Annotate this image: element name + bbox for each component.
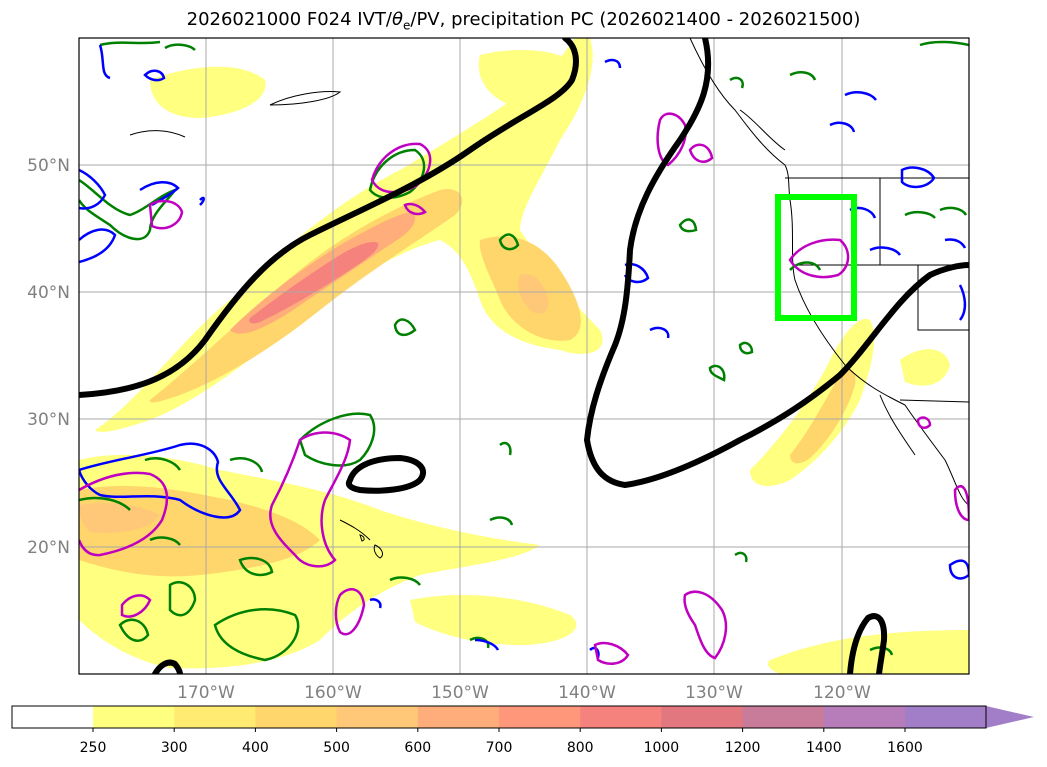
colorbar-cell (823, 706, 906, 728)
map-title: 2026021000 F024 IVT/θe/PV, precipitation… (186, 9, 861, 33)
colorbar-label: 700 (486, 740, 513, 756)
colorbar: 250 300 400 500 600 700 800 1000 1200 1400 1600 (11, 705, 1034, 756)
ivt-shading (79, 38, 969, 674)
colorbar-label: 1400 (806, 740, 842, 756)
colorbar-extend-arrow (986, 706, 1034, 728)
lon-axis: 170°W 160°W 150°W 140°W 130°W 120°W (177, 683, 871, 703)
lat-label: 40°N (27, 283, 70, 303)
black-contours (79, 38, 969, 674)
colorbar-label: 400 (242, 740, 269, 756)
colorbar-label: 1200 (725, 740, 761, 756)
lon-label: 170°W (177, 683, 235, 703)
lat-label: 50°N (27, 156, 70, 176)
colorbar-cell (255, 706, 338, 728)
coastlines (129, 38, 969, 559)
colorbar-cell (499, 706, 581, 728)
colorbar-cell (417, 706, 500, 728)
colorbar-cell (580, 706, 662, 728)
lon-label: 120°W (813, 683, 871, 703)
colorbar-cell (12, 706, 93, 728)
colorbar-cell (661, 706, 744, 728)
lat-axis: 50°N 40°N 30°N 20°N (27, 156, 70, 558)
colorbar-label: 800 (567, 740, 594, 756)
graticule (79, 38, 969, 674)
region-box (775, 194, 857, 321)
colorbar-cell (336, 706, 419, 728)
colorbar-cell (742, 706, 825, 728)
colorbar-label: 1600 (887, 740, 923, 756)
colorbar-label: 300 (161, 740, 188, 756)
lon-label: 130°W (685, 683, 743, 703)
lat-label: 20°N (27, 538, 70, 558)
colorbar-label: 1000 (644, 740, 680, 756)
colorbar-cell (93, 706, 175, 728)
lat-label: 30°N (27, 410, 70, 430)
lon-label: 160°W (304, 683, 362, 703)
map-frame (78, 37, 970, 675)
colorbar-cell (174, 706, 256, 728)
colorbar-label: 500 (323, 740, 350, 756)
theta-e-contours (79, 40, 969, 662)
pv-magenta-contours (79, 112, 969, 665)
lon-label: 140°W (558, 683, 616, 703)
colorbar-cell (905, 706, 987, 728)
colorbar-label: 250 (80, 740, 107, 756)
lon-label: 150°W (431, 683, 489, 703)
colorbar-label: 600 (404, 740, 431, 756)
